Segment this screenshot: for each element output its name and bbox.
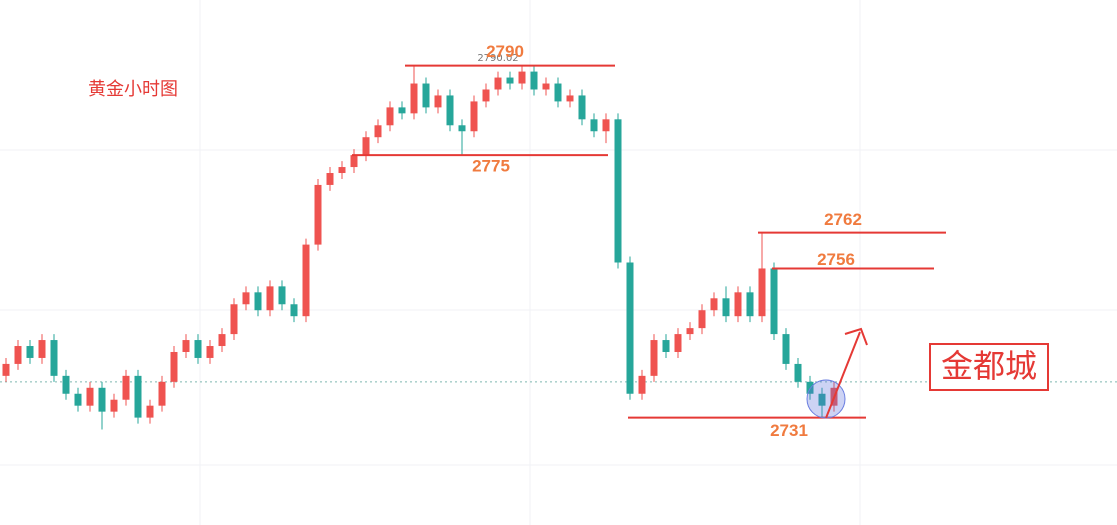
candle-body	[494, 77, 502, 90]
candle-body	[758, 268, 766, 317]
candle-body	[638, 375, 646, 394]
level-label: 2731	[770, 421, 808, 440]
candle-body	[674, 334, 682, 352]
candle-body	[398, 107, 406, 114]
candle-body	[470, 101, 478, 132]
high-label: 2790.02	[477, 53, 518, 64]
arrow	[825, 327, 868, 419]
candle-body	[662, 340, 670, 352]
candle-body	[62, 375, 70, 394]
candle-body	[350, 155, 358, 168]
candle-body	[374, 125, 382, 138]
candle-body	[650, 340, 658, 376]
candle-body	[158, 381, 166, 406]
candle-body	[542, 83, 550, 90]
candle-body	[338, 167, 346, 174]
candle-body	[818, 393, 826, 406]
candle-body	[518, 71, 526, 84]
candle-body	[386, 107, 394, 126]
candle-body	[2, 363, 10, 376]
candle-body	[230, 304, 238, 335]
candle-body	[314, 184, 322, 245]
candle-body	[746, 292, 754, 317]
candle-body	[458, 125, 466, 132]
candle-body	[806, 381, 814, 394]
candle-body	[110, 399, 118, 412]
candle-body	[686, 328, 694, 335]
candle-body	[626, 262, 634, 394]
candle-body	[98, 387, 106, 412]
candle-body	[698, 310, 706, 329]
candle-body	[734, 292, 742, 317]
chart-title: 黄金小时图	[88, 79, 178, 100]
candle-body	[134, 375, 142, 418]
candle-body	[482, 89, 490, 102]
candle-body	[182, 340, 190, 352]
candle-body	[218, 334, 226, 347]
candle-body	[194, 340, 202, 358]
candle-body	[446, 95, 454, 126]
candle-body	[530, 71, 538, 90]
candle-body	[122, 375, 130, 400]
candle-body	[38, 340, 46, 358]
candle-body	[410, 83, 418, 114]
candle-body	[74, 393, 82, 406]
candle-body	[614, 119, 622, 263]
candle-body	[266, 286, 274, 311]
candle-body	[566, 95, 574, 102]
candle-body	[578, 95, 586, 120]
watermark-box	[929, 343, 1049, 391]
candle-body	[434, 95, 442, 108]
candle-body	[50, 340, 58, 376]
candle-body	[782, 334, 790, 364]
watermark: 金都城	[941, 347, 1037, 385]
level-label: 2790	[486, 42, 524, 61]
candle-body	[242, 292, 250, 305]
candle-body	[506, 77, 514, 84]
candle-body	[794, 363, 802, 382]
candle-body	[86, 387, 94, 406]
candle-body	[146, 405, 154, 418]
candle-body	[326, 173, 334, 185]
candle-body	[26, 346, 34, 358]
candle-body	[362, 137, 370, 156]
candle-body	[170, 351, 178, 382]
candle-body	[278, 286, 286, 305]
level-label: 2762	[824, 210, 862, 229]
candle-body	[302, 244, 310, 317]
candle-body	[554, 83, 562, 102]
candle-body	[722, 298, 730, 317]
candle-body	[206, 346, 214, 358]
candle-body	[602, 119, 610, 132]
level-label: 2775	[472, 157, 510, 176]
candle-body	[590, 119, 598, 132]
candle-body	[770, 268, 778, 335]
candle-body	[710, 298, 718, 311]
level-label: 2756	[817, 250, 855, 269]
candle-body	[14, 346, 22, 364]
candle-body	[254, 292, 262, 311]
candle-body	[422, 83, 430, 108]
candle-body	[290, 304, 298, 317]
